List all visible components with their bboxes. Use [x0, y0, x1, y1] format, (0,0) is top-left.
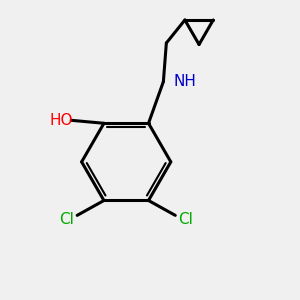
- Text: Cl: Cl: [178, 212, 193, 227]
- Text: HO: HO: [49, 113, 73, 128]
- Text: NH: NH: [174, 74, 197, 89]
- Text: Cl: Cl: [59, 212, 74, 227]
